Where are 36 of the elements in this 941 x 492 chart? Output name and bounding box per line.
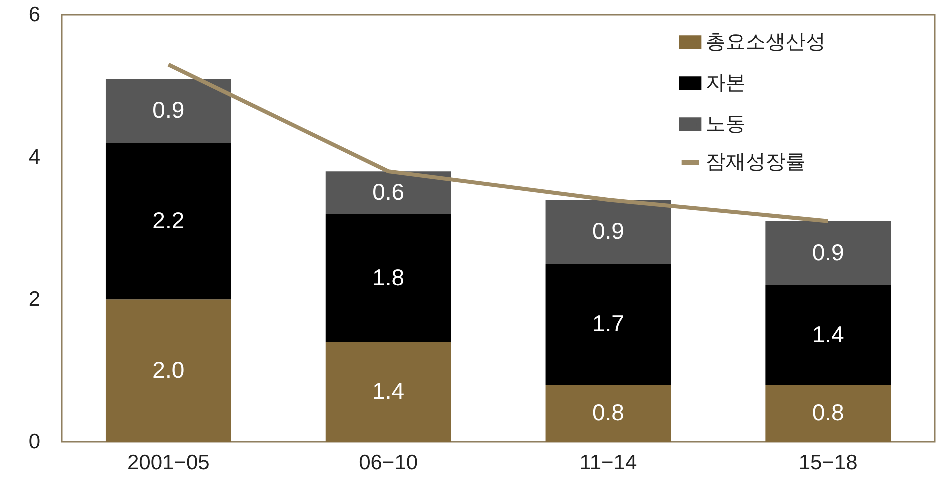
x-tick-label: 15−18	[798, 452, 858, 474]
data-label: 1.8	[372, 264, 405, 290]
data-label: 0.9	[592, 218, 624, 244]
data-label: 0.8	[812, 400, 844, 426]
bar	[546, 385, 672, 442]
data-label: 0.8	[592, 400, 624, 426]
bar	[106, 300, 232, 442]
data-label: 2.2	[152, 207, 185, 234]
data-label: 1.7	[592, 310, 624, 337]
legend-label: 잠재성장률	[706, 152, 806, 174]
data-label: 0.9	[812, 239, 844, 266]
x-tick-label: 06−10	[359, 452, 418, 474]
legend-label: 자본	[706, 72, 746, 94]
bar	[766, 385, 892, 442]
bar	[326, 172, 452, 214]
data-label: 1.4	[812, 321, 845, 348]
bar	[766, 285, 892, 386]
bar	[766, 221, 892, 286]
bar	[106, 143, 232, 300]
bar	[326, 214, 452, 342]
legend-label: 노동	[706, 114, 746, 136]
x-tick-label: 2001−05	[127, 452, 210, 474]
legend-label: 총요소생산성	[706, 32, 826, 54]
x-tick-label: 11−14	[580, 452, 638, 474]
data-label: 0.6	[372, 178, 405, 205]
y-tick-label: 6	[28, 4, 40, 26]
y-tick-label: 0	[28, 430, 40, 454]
data-label: 0.9	[152, 97, 185, 124]
bar	[546, 200, 672, 264]
y-tick-label: 2	[28, 288, 40, 312]
y-tick-label: 4	[28, 146, 41, 169]
bar	[546, 264, 672, 386]
data-label: 1.4	[372, 378, 405, 404]
data-label: 2.0	[152, 356, 185, 383]
bar	[326, 342, 452, 442]
bar	[106, 79, 232, 144]
